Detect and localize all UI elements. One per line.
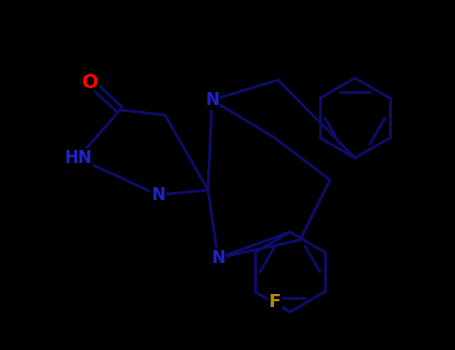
Text: N: N bbox=[151, 186, 165, 204]
Text: N: N bbox=[205, 91, 219, 109]
Text: N: N bbox=[211, 249, 225, 267]
Text: F: F bbox=[269, 293, 281, 311]
Text: O: O bbox=[82, 72, 98, 91]
Text: HN: HN bbox=[64, 149, 92, 167]
